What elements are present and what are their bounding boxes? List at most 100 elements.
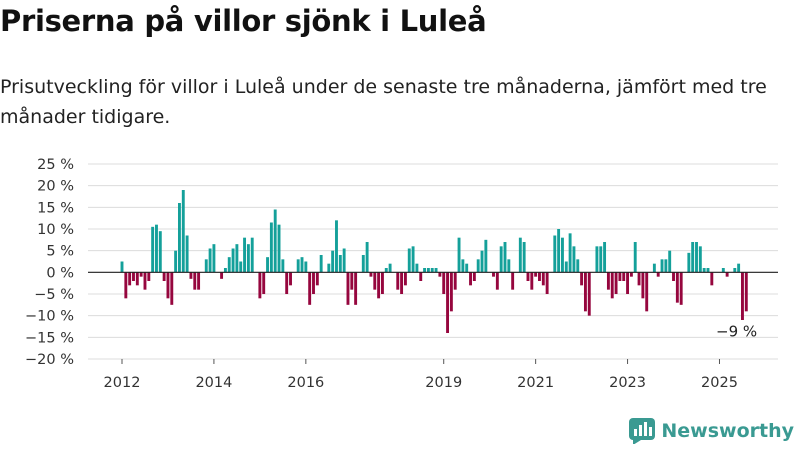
brand-name: Newsworthy [661,420,794,442]
bar [400,272,404,294]
bar [346,272,350,305]
bar [350,272,354,290]
bar [135,272,139,286]
bar [365,242,369,273]
bar [660,259,664,273]
last-value-label: −9 % [716,322,757,340]
bar [668,250,672,273]
bar [315,272,319,286]
x-tick-label: 2016 [287,375,324,390]
bar [197,272,201,290]
bar [641,272,645,299]
bar [672,272,675,281]
bar [373,272,377,290]
bar [411,246,415,273]
bar [231,248,235,273]
bar [503,242,507,273]
bar [446,272,449,333]
bar [285,272,289,294]
grid-lines [88,163,778,360]
bar [472,272,476,281]
bar [484,239,488,273]
bar [227,257,231,273]
chart-title: Priserna på villor sjönk i Luleå [0,4,487,38]
bar [258,272,262,299]
bar [181,190,185,273]
bar [388,263,392,273]
bar [403,272,407,286]
bar [426,268,430,273]
bar [675,272,679,303]
y-tick-label: 10 % [37,222,74,238]
y-tick-label: 25 % [37,157,74,173]
bar [423,268,427,273]
bar [204,259,208,273]
bar [656,272,660,277]
bar [277,224,281,273]
bar [266,257,269,273]
bar [289,272,292,286]
bar [469,272,472,286]
y-tick-label: 20 % [37,179,74,195]
x-tick-label: 2025 [701,375,738,390]
bar [442,272,446,294]
y-tick-label: −20 % [25,352,74,368]
bar [300,257,304,273]
bar [166,272,170,299]
bar [737,263,741,273]
bar [212,244,216,273]
bar [246,244,250,273]
bar [453,272,457,290]
bar [572,246,576,273]
bar [143,272,147,290]
bar [652,263,656,273]
bar [189,272,193,279]
bar [695,242,698,273]
bar [449,272,453,312]
bar [151,226,155,273]
bar [564,261,568,273]
bar [545,272,549,294]
bar [645,272,649,312]
bar [530,272,534,290]
bar [185,235,189,273]
bar [327,263,331,273]
bar [610,272,614,299]
bar [139,272,143,277]
bar [614,272,618,294]
bar [710,272,714,286]
bar [480,250,484,273]
bar [461,259,465,273]
bar [415,263,419,273]
y-tick-label: −15 % [25,330,74,346]
bar [557,229,561,273]
x-tick-label: 2021 [517,375,554,390]
bar [296,259,300,273]
bar [331,250,335,273]
bar [507,259,511,273]
bar [380,272,384,294]
bar [239,261,243,273]
bar [262,272,266,294]
bar [170,272,174,305]
bar [637,272,641,286]
bar [312,272,315,294]
bar [155,224,158,273]
x-tick-label: 2019 [425,375,462,390]
bar [603,242,607,273]
bar [434,268,438,273]
bar [243,237,247,273]
bar [721,268,725,273]
bar [208,248,212,273]
x-tick-label: 2012 [104,375,141,390]
y-tick-label: 15 % [37,200,74,216]
bar [438,272,442,277]
bar [269,222,273,273]
bar [744,272,748,312]
bar [561,237,564,273]
bar [664,259,668,273]
bar [706,268,710,273]
bar [361,255,365,273]
bar [174,250,178,273]
bar [178,203,181,273]
